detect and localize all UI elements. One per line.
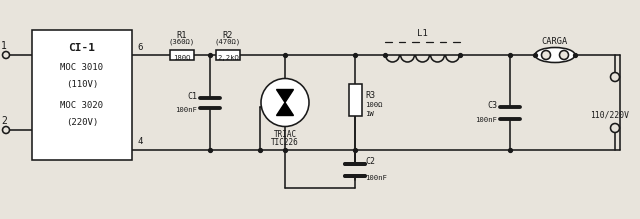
Circle shape xyxy=(611,124,620,132)
Text: 100Ω: 100Ω xyxy=(365,102,383,108)
Text: TRIAC: TRIAC xyxy=(273,130,296,139)
Circle shape xyxy=(3,127,10,134)
Text: R1: R1 xyxy=(177,30,188,39)
Text: (360Ω): (360Ω) xyxy=(169,39,195,45)
Text: C3: C3 xyxy=(487,101,497,110)
Text: R2: R2 xyxy=(223,30,233,39)
Bar xyxy=(32,30,132,160)
Text: C1: C1 xyxy=(187,92,197,101)
Text: 2: 2 xyxy=(1,116,7,126)
Text: 180Ω: 180Ω xyxy=(173,55,191,61)
Text: 1: 1 xyxy=(1,41,7,51)
Bar xyxy=(349,84,362,116)
Polygon shape xyxy=(276,102,294,115)
Circle shape xyxy=(261,78,309,127)
Text: L1: L1 xyxy=(417,30,428,39)
Text: CI-1: CI-1 xyxy=(68,43,95,53)
Bar xyxy=(216,50,240,60)
Circle shape xyxy=(559,51,568,60)
Ellipse shape xyxy=(535,48,575,62)
Text: 100nF: 100nF xyxy=(475,118,497,124)
Circle shape xyxy=(541,51,550,60)
Text: 1W: 1W xyxy=(365,111,374,117)
Text: 2,2kΩ: 2,2kΩ xyxy=(217,55,239,61)
Text: (470Ω): (470Ω) xyxy=(215,39,241,45)
Text: 4: 4 xyxy=(137,138,142,147)
Text: C2: C2 xyxy=(365,157,375,166)
Circle shape xyxy=(3,51,10,58)
Text: CARGA: CARGA xyxy=(542,37,568,46)
Polygon shape xyxy=(276,90,294,102)
Bar xyxy=(170,50,194,60)
Text: 110/220V: 110/220V xyxy=(591,110,630,119)
Text: (110V): (110V) xyxy=(66,81,98,90)
Circle shape xyxy=(611,72,620,81)
Text: 100nF: 100nF xyxy=(175,106,197,113)
Text: (220V): (220V) xyxy=(66,118,98,127)
Text: 6: 6 xyxy=(137,42,142,51)
Text: MOC 3020: MOC 3020 xyxy=(61,101,104,110)
Text: 100nF: 100nF xyxy=(365,175,387,181)
Text: MOC 3010: MOC 3010 xyxy=(61,64,104,72)
Text: R3: R3 xyxy=(365,90,375,99)
Text: TIC226: TIC226 xyxy=(271,138,299,147)
